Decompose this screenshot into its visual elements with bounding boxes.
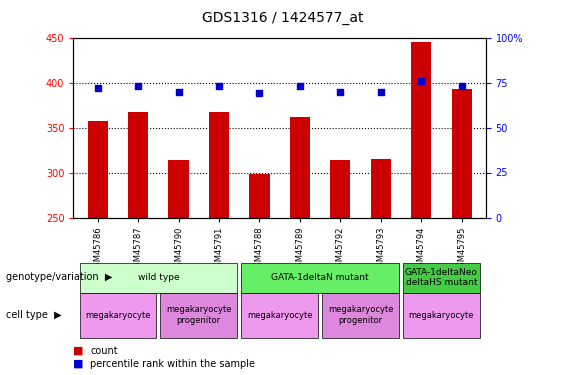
Text: percentile rank within the sample: percentile rank within the sample [90,359,255,369]
Text: genotype/variation  ▶: genotype/variation ▶ [6,273,112,282]
Point [376,88,385,94]
Bar [290,117,310,218]
Text: GDS1316 / 1424577_at: GDS1316 / 1424577_at [202,11,363,25]
Text: cell type  ▶: cell type ▶ [6,310,61,320]
Bar [209,112,229,218]
Text: ■: ■ [73,346,84,355]
Point [93,85,102,91]
Text: GATA-1deltaN mutant: GATA-1deltaN mutant [271,273,369,282]
Point [174,88,183,94]
Bar [330,160,350,218]
Bar [88,121,108,218]
Point [457,83,466,89]
Text: megakaryocyte
progenitor: megakaryocyte progenitor [166,305,232,325]
Point [295,83,305,89]
Bar [451,89,472,218]
Point [134,83,143,89]
Point [215,83,224,89]
Point [255,90,264,96]
Text: wild type: wild type [137,273,179,282]
Text: megakaryocyte: megakaryocyte [408,310,474,320]
Point [336,88,345,94]
Bar [411,42,431,218]
Bar [128,112,148,218]
Bar [371,159,391,218]
Text: megakaryocyte: megakaryocyte [247,310,312,320]
Bar [249,174,270,217]
Text: megakaryocyte: megakaryocyte [85,310,151,320]
Text: megakaryocyte
progenitor: megakaryocyte progenitor [328,305,393,325]
Text: ■: ■ [73,359,84,369]
Point [416,78,425,84]
Text: count: count [90,346,118,355]
Text: GATA-1deltaNeo
deltaHS mutant: GATA-1deltaNeo deltaHS mutant [405,268,478,287]
Bar [168,160,189,218]
